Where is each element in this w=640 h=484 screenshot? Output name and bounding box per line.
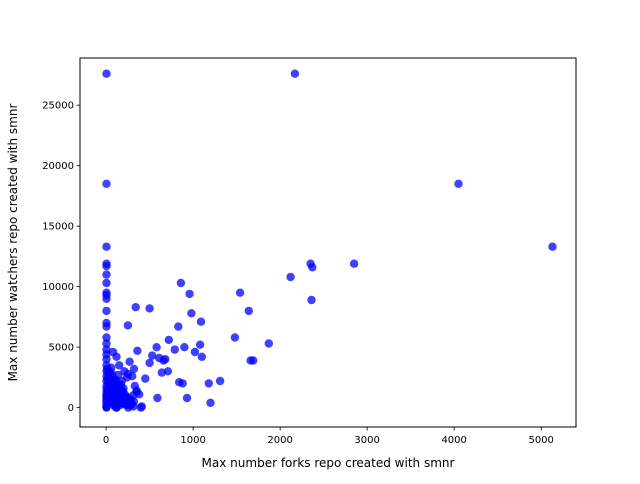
data-point bbox=[145, 304, 154, 313]
data-point bbox=[215, 376, 225, 386]
data-point bbox=[180, 343, 189, 352]
data-point bbox=[102, 355, 111, 364]
data-point bbox=[244, 306, 253, 316]
y-tick-label: 25000 bbox=[42, 101, 74, 112]
data-point bbox=[102, 242, 111, 251]
data-point bbox=[249, 356, 258, 365]
data-point bbox=[102, 333, 111, 342]
data-point bbox=[174, 322, 183, 331]
data-point bbox=[164, 335, 173, 345]
data-point bbox=[108, 347, 118, 357]
data-point bbox=[145, 358, 154, 368]
x-tick-label: 5000 bbox=[528, 435, 553, 446]
data-point bbox=[102, 270, 111, 279]
y-tick-label: 0 bbox=[68, 403, 74, 414]
x-tick-label: 3000 bbox=[354, 435, 379, 446]
data-point bbox=[132, 387, 141, 397]
data-point bbox=[157, 368, 166, 377]
data-point bbox=[170, 345, 179, 354]
data-point bbox=[307, 295, 316, 305]
y-tick-label: 20000 bbox=[42, 161, 74, 172]
data-point bbox=[137, 402, 146, 411]
data-point bbox=[102, 306, 111, 316]
y-axis: 0 5000 10000 15000 20000 25000 bbox=[42, 101, 80, 414]
data-point bbox=[264, 339, 273, 348]
data-point bbox=[306, 259, 315, 268]
data-point bbox=[197, 352, 206, 361]
data-point bbox=[195, 340, 205, 349]
data-point bbox=[102, 278, 111, 288]
data-point bbox=[185, 289, 194, 299]
data-point bbox=[204, 379, 213, 388]
data-point bbox=[454, 179, 463, 188]
x-tick-label: 2000 bbox=[267, 435, 292, 446]
data-point bbox=[125, 357, 134, 366]
data-point bbox=[152, 343, 161, 352]
data-point bbox=[102, 261, 111, 271]
data-point bbox=[286, 272, 295, 282]
data-point bbox=[235, 288, 245, 297]
data-point bbox=[161, 355, 170, 364]
data-point bbox=[102, 322, 111, 331]
data-point bbox=[115, 361, 124, 370]
data-point bbox=[178, 379, 187, 388]
y-tick-label: 15000 bbox=[42, 222, 74, 233]
data-point bbox=[122, 373, 132, 382]
x-axis: 0 1000 2000 3000 4000 5000 bbox=[103, 427, 554, 446]
data-point bbox=[102, 403, 111, 412]
y-tick-label: 10000 bbox=[42, 282, 74, 293]
data-point bbox=[125, 401, 135, 410]
data-point bbox=[119, 392, 128, 401]
data-point bbox=[102, 69, 111, 78]
data-point bbox=[141, 374, 150, 383]
data-point bbox=[102, 179, 111, 188]
data-point bbox=[123, 321, 133, 330]
data-point bbox=[230, 333, 240, 342]
data-point bbox=[182, 393, 192, 403]
x-tick-label: 1000 bbox=[180, 435, 205, 446]
data-point bbox=[206, 398, 215, 407]
x-axis-label: Max number forks repo created with smnr bbox=[202, 456, 455, 470]
data-point bbox=[148, 351, 157, 360]
data-point bbox=[153, 393, 162, 403]
data-point bbox=[102, 294, 111, 303]
points-layer bbox=[102, 69, 557, 412]
data-point bbox=[196, 317, 206, 326]
data-point bbox=[102, 339, 111, 348]
data-point bbox=[129, 364, 139, 374]
data-point bbox=[190, 347, 200, 357]
y-tick-label: 5000 bbox=[49, 343, 74, 354]
data-point bbox=[133, 346, 142, 355]
y-axis-label: Max number watchers repo created with sm… bbox=[6, 104, 20, 382]
data-point bbox=[290, 69, 300, 78]
data-point bbox=[548, 242, 557, 251]
data-point bbox=[187, 309, 196, 318]
x-tick-label: 4000 bbox=[441, 435, 466, 446]
plot-frame bbox=[79, 57, 577, 428]
x-tick-label: 0 bbox=[103, 435, 109, 446]
data-point bbox=[176, 278, 186, 288]
data-point bbox=[131, 303, 140, 312]
data-point bbox=[349, 259, 359, 268]
